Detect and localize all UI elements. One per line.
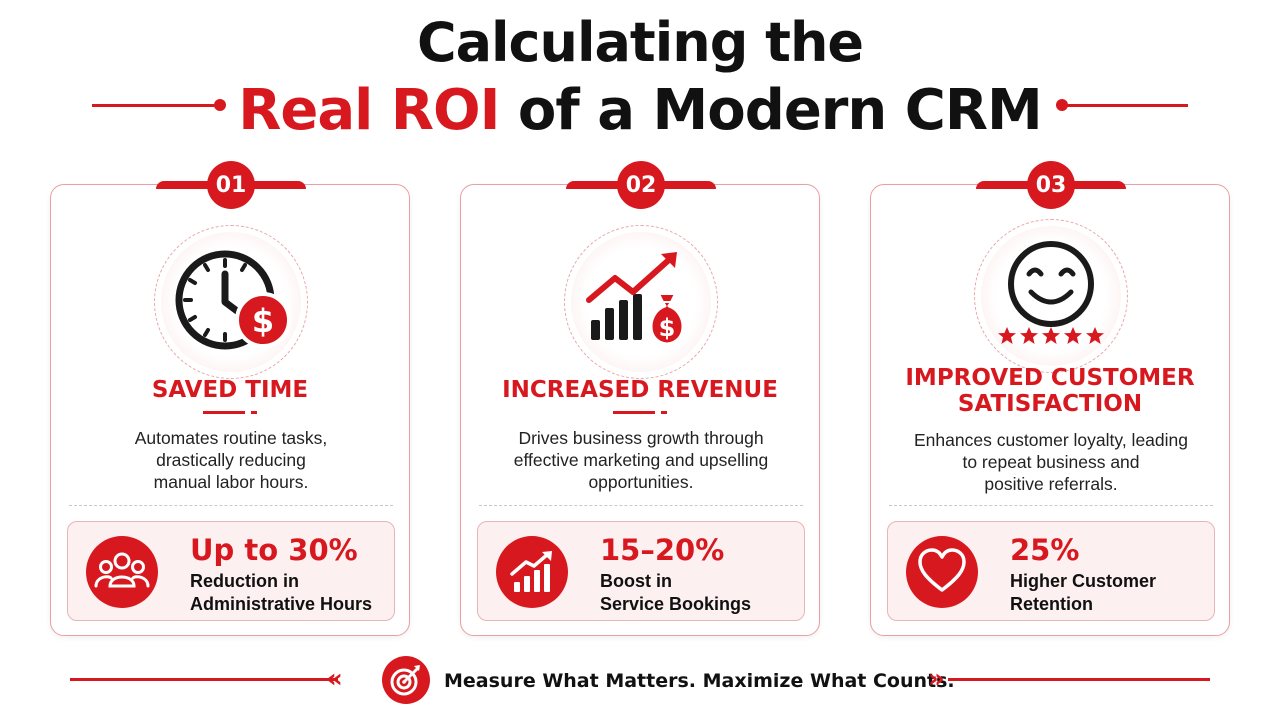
dashed-divider — [889, 505, 1213, 506]
card-title: SAVED TIME — [151, 377, 309, 403]
stat-icon-circle — [496, 536, 568, 608]
trend-up-chart-icon — [510, 551, 552, 592]
stat-box: 25% Higher Customer Retention — [887, 521, 1215, 621]
card-icon-circle — [974, 219, 1128, 373]
stat-label-line: Boost in — [600, 571, 672, 591]
footer-right-rule — [948, 678, 1210, 681]
card-saved-time: 01 $ SAVED TIME Automates routine tasks,… — [50, 161, 410, 636]
card-icon-circle: $ — [154, 225, 308, 379]
smiley-five-stars-icon — [998, 241, 1104, 344]
stat-icon-circle — [906, 536, 978, 608]
title-rest: of a Modern CRM — [499, 78, 1043, 143]
description-line: to repeat business and — [962, 452, 1140, 472]
double-chevron-right-icon: » — [928, 664, 945, 694]
stat-label-line: Service Bookings — [600, 594, 752, 614]
dashed-divider — [479, 505, 803, 506]
clock-dollar-icon: $ — [175, 250, 291, 350]
stat-value: 25% — [1010, 533, 1080, 567]
stat-label: Boost in Service Bookings — [600, 570, 800, 616]
title-left-rule — [92, 104, 220, 107]
svg-text:$: $ — [659, 314, 676, 342]
title-underline — [203, 411, 245, 414]
card-description: Drives business growth through effective… — [481, 427, 801, 493]
description-line: manual labor hours. — [153, 472, 309, 492]
title-underline — [613, 411, 655, 414]
team-icon — [94, 552, 150, 588]
stat-box: 15–20% Boost in Service Bookings — [477, 521, 805, 621]
stat-value: 15–20% — [600, 533, 725, 567]
dashed-divider — [69, 505, 393, 506]
stat-label: Higher Customer Retention — [1010, 570, 1210, 616]
stat-label-line: Reduction in — [190, 571, 299, 591]
title-right-rule — [1064, 104, 1188, 107]
description-line: Drives business growth through — [518, 428, 764, 448]
description-line: Automates routine tasks, — [134, 428, 328, 448]
description-line: opportunities. — [588, 472, 694, 492]
double-chevron-left-icon: « — [326, 664, 343, 694]
footer-icon-circle — [382, 656, 430, 704]
stat-label-line: Higher Customer — [1010, 571, 1157, 591]
stat-label-line: Retention — [1010, 594, 1093, 614]
title-underline-dot — [251, 411, 257, 414]
title-accent: Real ROI — [238, 78, 500, 143]
card-description: Enhances customer loyalty, leading to re… — [891, 429, 1211, 495]
card-customer-satisfaction: 03 IMPROVED CUSTOMER SATISFACTION Enhanc — [870, 161, 1230, 636]
stat-label: Reduction in Administrative Hours — [190, 570, 390, 616]
footer-left-rule — [70, 678, 338, 681]
footer-tagline: Measure What Matters. Maximize What Coun… — [444, 670, 955, 692]
description-line: Enhances customer loyalty, leading — [914, 430, 1188, 450]
stat-value: Up to 30% — [190, 533, 358, 567]
growth-chart-moneybag-icon: $ — [586, 252, 685, 346]
card-title-line: IMPROVED CUSTOMER — [905, 365, 1195, 391]
description-line: drastically reducing — [156, 450, 306, 470]
stat-box: Up to 30% Reduction in Administrative Ho… — [67, 521, 395, 621]
card-increased-revenue: 02 $ INCREASED REVENUE Drives business g… — [460, 161, 820, 636]
title-underline-dot — [661, 411, 667, 414]
card-title: INCREASED REVENUE — [502, 377, 778, 403]
description-line: effective marketing and upselling — [513, 450, 769, 470]
title-left-dot — [214, 99, 226, 111]
card-icon-circle: $ — [564, 225, 718, 379]
stat-label-line: Administrative Hours — [190, 594, 373, 614]
page-title: Calculating the Real ROI of a Modern CRM — [0, 10, 1280, 146]
description-line: positive referrals. — [984, 474, 1118, 494]
stat-icon-circle — [86, 536, 158, 608]
card-number-badge: 02 — [617, 161, 665, 209]
card-title: IMPROVED CUSTOMER SATISFACTION — [871, 365, 1229, 417]
title-right-dot — [1056, 99, 1068, 111]
card-number-badge: 01 — [207, 161, 255, 209]
title-line-2: Real ROI of a Modern CRM — [0, 76, 1280, 146]
svg-text:$: $ — [252, 302, 274, 340]
card-number-badge: 03 — [1027, 161, 1075, 209]
card-title-line: SATISFACTION — [957, 391, 1143, 417]
title-line-1: Calculating the — [416, 11, 864, 74]
heart-icon — [918, 548, 966, 592]
card-description: Automates routine tasks, drastically red… — [71, 427, 391, 493]
target-arrow-icon — [390, 665, 420, 696]
